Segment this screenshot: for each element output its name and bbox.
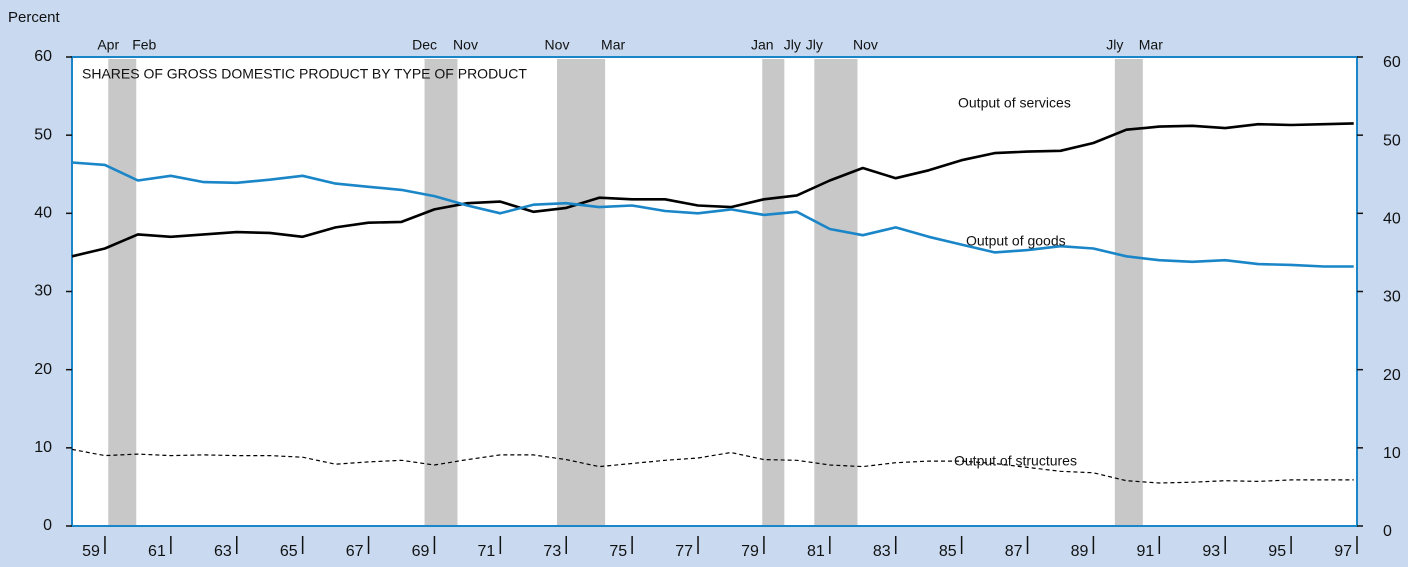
x-tick-label: 69 — [412, 543, 430, 560]
x-tick-label: 63 — [214, 543, 232, 560]
recession-start-label: Dec — [412, 37, 437, 53]
y2-tick-label: 50 — [1383, 132, 1401, 149]
recession-end-label: Mar — [601, 37, 625, 53]
recession-start-label: Jly — [806, 37, 823, 53]
recession-band — [1114, 59, 1143, 526]
x-tick-label: 97 — [1334, 543, 1352, 560]
x-tick-label: 95 — [1268, 543, 1286, 560]
x-tick-label: 81 — [807, 543, 825, 560]
x-tick-label: 67 — [346, 543, 364, 560]
recession-end-label: Nov — [853, 37, 878, 53]
x-tick-label: 79 — [741, 543, 759, 560]
x-tick-label: 93 — [1202, 543, 1220, 560]
y-tick-label: 60 — [34, 48, 52, 65]
y-tick-label: 40 — [34, 205, 52, 222]
series-label: Output of services — [958, 95, 1071, 111]
x-tick-label: 71 — [478, 543, 496, 560]
recession-end-label: Feb — [132, 37, 156, 53]
x-tick-label: 91 — [1137, 543, 1155, 560]
recession-end-label: Jly — [784, 37, 801, 53]
series-label: Output of goods — [966, 233, 1066, 249]
chart-title: SHARES OF GROSS DOMESTIC PRODUCT BY TYPE… — [82, 66, 527, 82]
recession-band — [424, 59, 458, 526]
recession-start-label: Apr — [97, 37, 119, 53]
y-tick-label: 30 — [34, 283, 52, 300]
x-tick-label: 85 — [939, 543, 957, 560]
x-tick-label: 61 — [148, 543, 166, 560]
series-line — [71, 122, 1354, 258]
y2-tick-label: 20 — [1383, 367, 1401, 384]
x-tick-label: 87 — [1005, 543, 1023, 560]
x-tick-label: 65 — [280, 543, 298, 560]
series-label: Output of structures — [954, 453, 1077, 469]
y2-tick-label: 60 — [1383, 54, 1401, 71]
x-tick-label: 89 — [1071, 543, 1089, 560]
recession-start-label: Jan — [751, 37, 774, 53]
recession-band — [557, 59, 606, 526]
x-tick-label: 77 — [675, 543, 693, 560]
recession-start-label: Jly — [1106, 37, 1123, 53]
series-line — [71, 448, 1354, 484]
y2-tick-label: 40 — [1383, 211, 1401, 228]
recession-band — [108, 59, 137, 526]
y-axis-label: Percent — [8, 9, 61, 26]
recession-start-label: Nov — [545, 37, 570, 53]
y2-tick-label: 0 — [1383, 523, 1392, 540]
x-tick-label: 73 — [543, 543, 561, 560]
series-line — [71, 161, 1354, 268]
recession-band — [814, 59, 858, 526]
y2-tick-label: 30 — [1383, 289, 1401, 306]
recession-band — [762, 59, 785, 526]
recession-end-label: Nov — [453, 37, 478, 53]
y-tick-label: 50 — [34, 126, 52, 143]
y-tick-label: 10 — [34, 439, 52, 456]
recession-end-label: Mar — [1139, 37, 1163, 53]
y2-tick-label: 10 — [1383, 445, 1401, 462]
x-tick-label: 59 — [82, 543, 100, 560]
y-tick-label: 20 — [34, 361, 52, 378]
y-tick-label: 0 — [43, 517, 52, 534]
x-tick-label: 83 — [873, 543, 891, 560]
x-tick-label: 75 — [609, 543, 627, 560]
